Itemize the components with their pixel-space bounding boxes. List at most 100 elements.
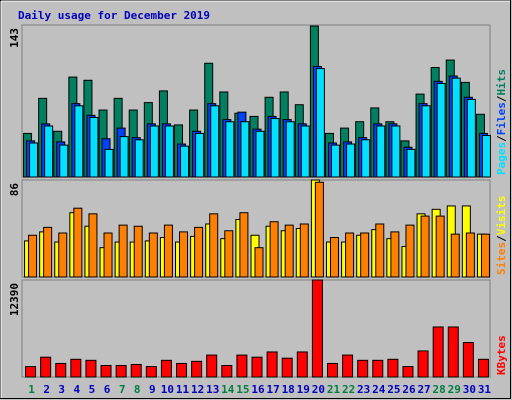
bar	[417, 350, 429, 378]
bar	[28, 234, 38, 278]
x-tick-label: 31	[478, 383, 492, 396]
bar	[266, 351, 278, 378]
bar	[149, 125, 159, 178]
legend-entry: Sites	[495, 242, 508, 275]
bar	[133, 225, 143, 278]
bar	[270, 118, 280, 178]
x-tick-label: 18	[282, 383, 295, 396]
bar	[300, 125, 310, 178]
x-tick-label: 22	[342, 383, 355, 396]
bar	[251, 356, 263, 378]
bar	[134, 139, 144, 178]
legend-entry: Files	[495, 102, 508, 135]
x-tick-label: 14	[221, 383, 235, 396]
legend: Sites/Visits	[495, 196, 508, 276]
bar	[390, 231, 400, 278]
bar	[466, 98, 476, 178]
bar	[420, 215, 430, 278]
bar	[462, 342, 474, 378]
bar	[391, 125, 401, 178]
bar	[314, 181, 324, 278]
legend-separator: /	[495, 235, 508, 242]
bar	[85, 359, 97, 378]
x-tick-label: 16	[251, 383, 265, 396]
bar	[281, 357, 293, 378]
x-tick-label: 7	[119, 383, 126, 396]
bar	[44, 125, 54, 178]
x-tick-label: 10	[161, 383, 174, 396]
bar	[104, 148, 114, 178]
x-tick-label: 12	[191, 383, 204, 396]
x-tick-label: 1	[28, 383, 35, 396]
bar	[119, 136, 129, 178]
bar	[118, 224, 128, 278]
bar	[357, 359, 369, 378]
bar	[73, 207, 83, 278]
legend-entry: Hits	[495, 69, 508, 96]
legend-entry: Visits	[495, 196, 508, 236]
bar	[481, 135, 491, 178]
x-tick-label: 30	[463, 383, 476, 396]
x-tick-label: 3	[58, 383, 65, 396]
bar	[447, 326, 459, 378]
bar	[421, 105, 431, 178]
bar	[210, 105, 220, 178]
legend-separator: /	[495, 95, 508, 102]
x-tick-label: 20	[312, 383, 325, 396]
bar	[450, 233, 460, 278]
bar	[100, 364, 112, 378]
bar	[465, 232, 475, 278]
legend-entry: Pages	[495, 142, 508, 175]
x-tick-label: 28	[433, 383, 446, 396]
bar	[55, 362, 67, 378]
x-tick-label: 4	[74, 383, 81, 396]
x-tick-label: 5	[89, 383, 96, 396]
bar	[29, 142, 39, 178]
bar	[88, 213, 98, 278]
bar	[375, 223, 385, 278]
bar	[346, 143, 356, 178]
x-tick-label: 17	[266, 383, 279, 396]
bar	[59, 144, 69, 178]
y-tick-label: 12390	[8, 283, 21, 316]
bar	[315, 68, 325, 178]
bar	[191, 360, 203, 378]
bar	[180, 145, 190, 178]
x-tick-label: 29	[448, 383, 461, 396]
bar	[103, 232, 113, 278]
bar	[236, 354, 248, 378]
legend: Pages/Files/Hits	[495, 69, 508, 175]
bar	[209, 213, 219, 278]
bar	[330, 144, 340, 178]
legend: KBytes	[495, 335, 508, 375]
x-tick-label: 8	[134, 383, 141, 396]
bar	[326, 362, 338, 378]
bar	[342, 354, 354, 378]
bar	[329, 237, 339, 278]
x-tick-label: 11	[176, 383, 190, 396]
bar	[176, 362, 188, 378]
bar	[435, 215, 445, 278]
x-tick-label: 19	[297, 383, 310, 396]
bar	[477, 358, 489, 378]
bar	[402, 366, 414, 378]
x-tick-label: 26	[402, 383, 416, 396]
bar	[299, 223, 309, 278]
bar	[436, 82, 446, 178]
chart-title: Daily usage for December 2019	[18, 9, 210, 22]
x-tick-label: 9	[149, 383, 156, 396]
bar	[179, 231, 189, 278]
bar	[195, 132, 205, 178]
bar	[89, 116, 99, 178]
bar	[360, 232, 370, 278]
bar	[160, 359, 172, 378]
bar	[376, 125, 386, 178]
bar	[311, 279, 323, 378]
bar	[58, 232, 68, 278]
bar	[284, 224, 294, 278]
bar	[372, 359, 384, 378]
x-tick-label: 6	[104, 383, 111, 396]
bar	[255, 130, 265, 178]
bar	[206, 354, 218, 378]
x-tick-label: 27	[417, 383, 430, 396]
